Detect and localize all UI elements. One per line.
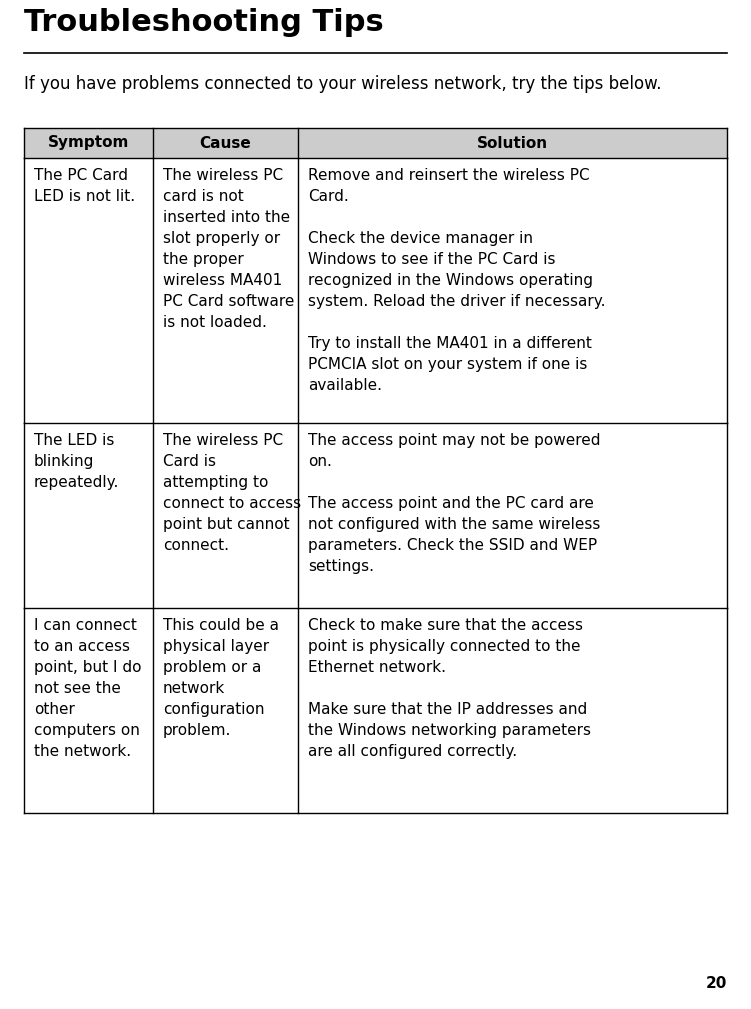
- Text: The wireless PC
card is not
inserted into the
slot properly or
the proper
wirele: The wireless PC card is not inserted int…: [163, 169, 294, 330]
- Text: Check to make sure that the access
point is physically connected to the
Ethernet: Check to make sure that the access point…: [308, 618, 591, 759]
- Text: I can connect
to an access
point, but I do
not see the
other
computers on
the ne: I can connect to an access point, but I …: [34, 618, 141, 759]
- Text: Symptom: Symptom: [47, 135, 129, 150]
- Text: 20: 20: [706, 976, 727, 991]
- Bar: [24, 128, 727, 158]
- Text: Troubleshooting Tips: Troubleshooting Tips: [24, 8, 384, 37]
- Text: The wireless PC
Card is
attempting to
connect to access
point but cannot
connect: The wireless PC Card is attempting to co…: [163, 433, 300, 553]
- Text: The LED is
blinking
repeatedly.: The LED is blinking repeatedly.: [34, 433, 119, 490]
- Text: The PC Card
LED is not lit.: The PC Card LED is not lit.: [34, 169, 135, 204]
- Text: Remove and reinsert the wireless PC
Card.

Check the device manager in
Windows t: Remove and reinsert the wireless PC Card…: [308, 169, 605, 393]
- Bar: [24, 423, 727, 608]
- Text: This could be a
physical layer
problem or a
network
configuration
problem.: This could be a physical layer problem o…: [163, 618, 279, 738]
- Bar: [24, 608, 727, 813]
- Text: The access point may not be powered
on.

The access point and the PC card are
no: The access point may not be powered on. …: [308, 433, 601, 574]
- Bar: [24, 158, 727, 423]
- Text: If you have problems connected to your wireless network, try the tips below.: If you have problems connected to your w…: [24, 75, 662, 93]
- Text: Cause: Cause: [200, 135, 252, 150]
- Text: Solution: Solution: [477, 135, 548, 150]
